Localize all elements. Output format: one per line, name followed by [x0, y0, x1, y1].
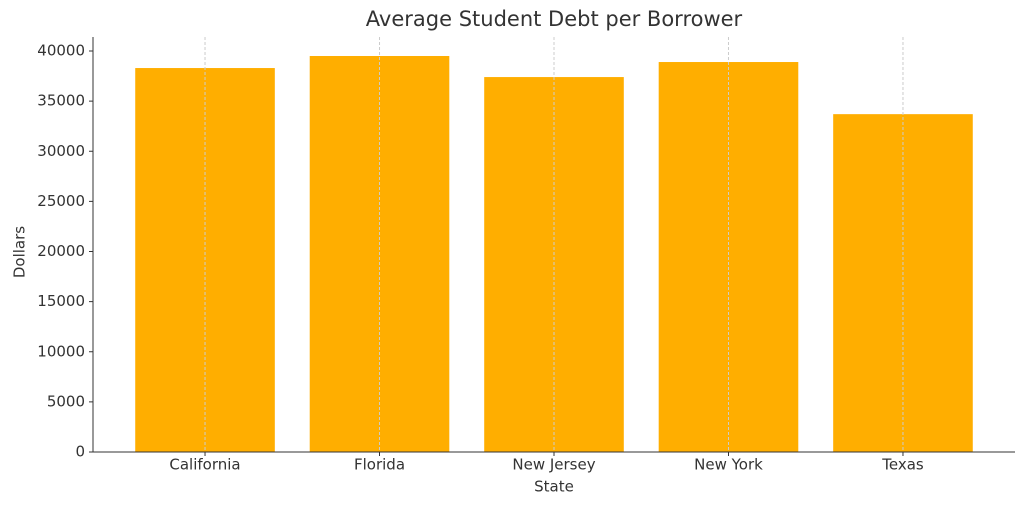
- x-tick-label: Florida: [354, 456, 405, 474]
- y-tick-label: 20000: [37, 242, 85, 260]
- x-axis-label: State: [534, 478, 574, 496]
- y-tick-label: 15000: [37, 292, 85, 310]
- y-axis-label: Dollars: [11, 226, 29, 278]
- chart-title: Average Student Debt per Borrower: [366, 7, 743, 31]
- y-tick-label: 0: [75, 443, 85, 461]
- y-tick-label: 25000: [37, 192, 85, 210]
- x-tick-label: New York: [694, 456, 763, 474]
- x-tick-label: California: [169, 456, 240, 474]
- y-tick-label: 10000: [37, 342, 85, 360]
- y-tick-label: 35000: [37, 92, 85, 110]
- y-tick-label: 30000: [37, 142, 85, 160]
- x-tick-label: Texas: [881, 456, 924, 474]
- y-tick-label: 40000: [37, 42, 85, 60]
- y-tick-label: 5000: [47, 392, 85, 410]
- x-tick-label: New Jersey: [512, 456, 595, 474]
